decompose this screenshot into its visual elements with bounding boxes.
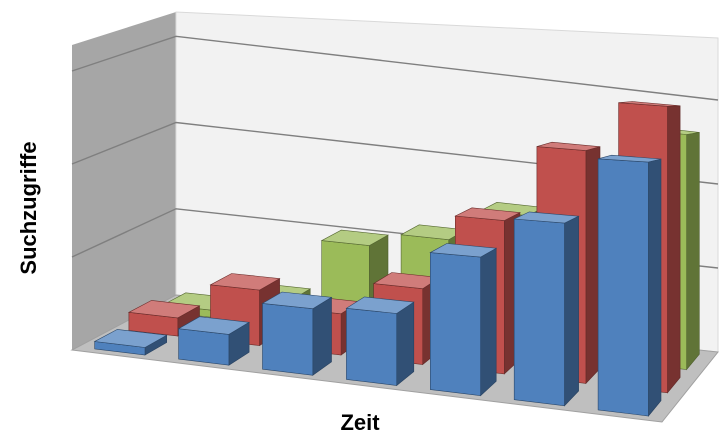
bar-side	[396, 301, 415, 387]
bar-top	[261, 291, 333, 310]
bar-front	[262, 303, 314, 376]
left-wall	[72, 12, 176, 350]
bar	[177, 316, 251, 366]
bar	[597, 154, 662, 417]
bar-side	[480, 247, 497, 397]
bar	[429, 243, 498, 397]
bar-side	[686, 132, 700, 371]
bar	[93, 329, 168, 356]
bar-top	[93, 329, 168, 348]
bar-top	[429, 243, 498, 258]
bar	[345, 296, 415, 387]
bar-side	[648, 158, 662, 417]
bar-front	[597, 158, 649, 417]
bar-top	[345, 296, 415, 314]
bar-top	[127, 300, 201, 319]
bar-top	[513, 211, 580, 224]
bar	[513, 211, 580, 407]
bar-front	[178, 328, 230, 366]
bar-top	[320, 229, 389, 246]
bar-top	[536, 141, 601, 151]
x-axis-label: Zeit	[340, 410, 380, 435]
chart-bars	[93, 101, 700, 417]
bar-top	[618, 101, 681, 107]
bar-top	[454, 207, 521, 221]
bar-front	[346, 307, 398, 386]
bar-top	[598, 154, 662, 163]
gridline	[71, 35, 719, 101]
bar	[261, 291, 333, 376]
bar-side	[312, 296, 332, 376]
bar-side	[564, 215, 579, 407]
bar-top	[177, 316, 251, 335]
bar-top	[209, 273, 281, 291]
bar	[127, 300, 201, 337]
bar-front	[513, 218, 565, 407]
bar-front	[429, 252, 481, 397]
y-axis-label: Suchzugriffe	[16, 141, 41, 274]
bar-side	[667, 105, 681, 394]
